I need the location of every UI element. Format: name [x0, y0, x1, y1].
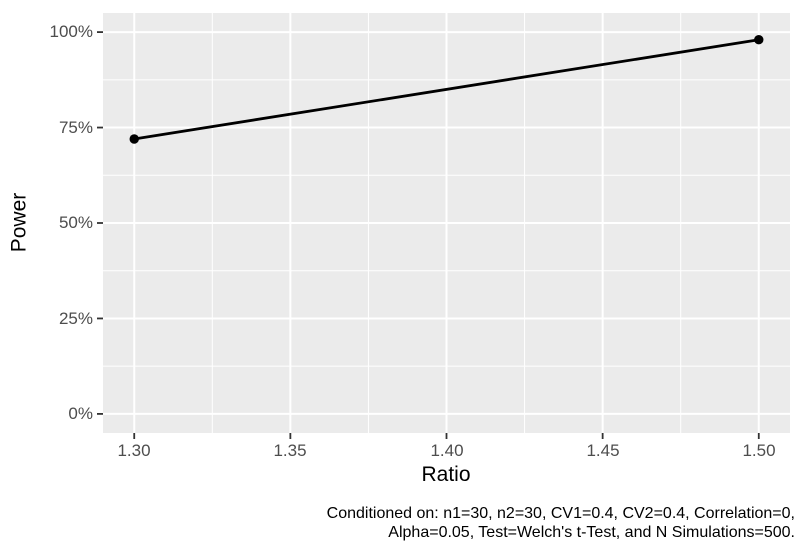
x-tick-label-130: 1.30	[117, 441, 151, 460]
caption: Conditioned on: n1=30, n2=30, CV1=0.4, C…	[95, 504, 795, 542]
data-point	[754, 35, 764, 45]
power-line	[134, 38, 759, 141]
y-tick-label-100: 100%	[49, 22, 93, 41]
x-tick-label-145: 1.45	[586, 441, 620, 460]
data-point	[129, 134, 139, 144]
x-tick-label-150: 1.50	[742, 441, 776, 460]
y-tick-label-50: 50%	[58, 213, 93, 232]
y-tick-label-0: 0%	[68, 404, 93, 423]
caption-line-1: Conditioned on: n1=30, n2=30, CV1=0.4, C…	[326, 505, 795, 522]
x-tick-label-135: 1.35	[273, 441, 307, 460]
y-tick-label-75: 75%	[58, 118, 93, 137]
x-axis-title: Ratio	[421, 463, 471, 486]
caption-line-2: Alpha=0.05, Test=Welch's t-Test, and N S…	[388, 524, 795, 541]
x-tick-label-140: 1.40	[430, 441, 464, 460]
y-tick-label-25: 25%	[58, 309, 93, 328]
